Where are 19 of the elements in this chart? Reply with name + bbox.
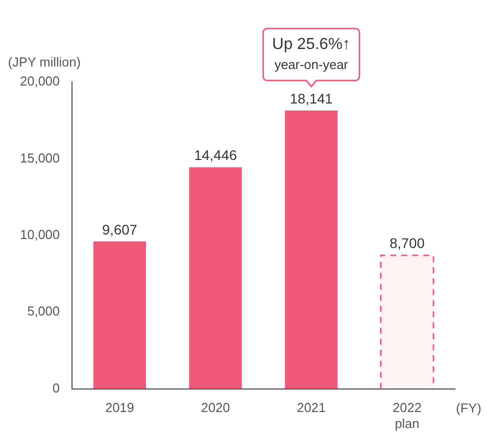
y-tick-label: 0 <box>52 380 60 396</box>
x-tick-label: 2019 <box>105 400 134 416</box>
x-tick-label: 2020 <box>201 400 230 416</box>
y-axis-title: (JPY million) <box>8 54 81 70</box>
bar <box>93 241 146 389</box>
x-axis-title: (FY) <box>456 400 482 416</box>
x-tick-label: 2022 plan <box>392 400 422 431</box>
bar <box>189 167 242 389</box>
y-tick-label: 20,000 <box>20 74 60 89</box>
data-label: 14,446 <box>194 147 238 164</box>
data-label: 18,141 <box>290 90 333 106</box>
x-tick-label: 2021 <box>296 400 326 416</box>
y-tick-label: 15,000 <box>20 150 60 166</box>
data-label: 8,700 <box>390 235 425 252</box>
y-tick-label: 10,000 <box>20 226 60 242</box>
bar <box>284 110 338 389</box>
y-tick-label: 5,000 <box>27 304 60 319</box>
data-label: 9,607 <box>102 221 138 238</box>
annotation: Up 25.6%↑ year-on-year <box>272 36 350 72</box>
